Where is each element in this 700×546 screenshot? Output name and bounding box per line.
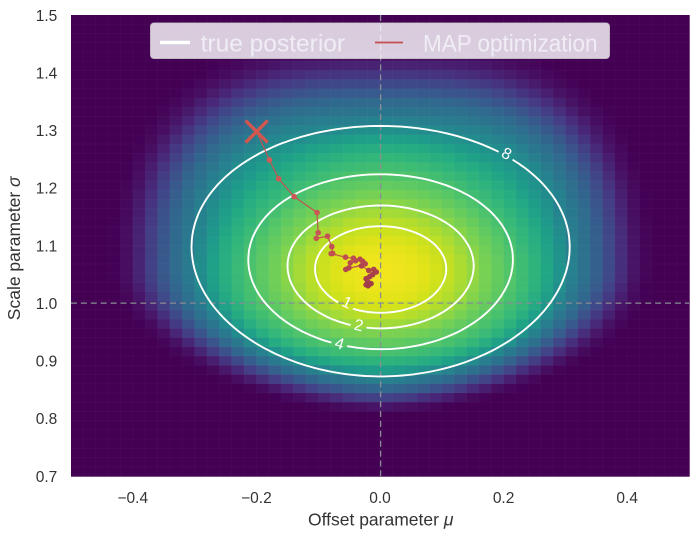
svg-text:−0.2: −0.2 [241,490,272,507]
svg-text:1.4: 1.4 [36,65,58,82]
svg-text:0.0: 0.0 [369,490,391,507]
svg-text:1.5: 1.5 [36,8,58,25]
svg-text:1.2: 1.2 [36,181,58,198]
svg-text:0.4: 0.4 [616,490,638,507]
svg-text:1.3: 1.3 [36,123,58,140]
svg-text:Scale parameter σ: Scale parameter σ [4,175,24,320]
svg-text:1.0: 1.0 [36,296,58,313]
svg-text:0.2: 0.2 [493,490,515,507]
svg-text:2: 2 [352,317,365,336]
svg-text:true posterior: true posterior [201,30,346,57]
svg-text:0.9: 0.9 [36,354,58,371]
svg-text:0.8: 0.8 [36,411,58,428]
svg-text:0.7: 0.7 [36,469,58,486]
svg-text:1.1: 1.1 [36,238,58,255]
svg-text:−0.4: −0.4 [117,490,148,507]
svg-text:MAP optimization: MAP optimization [423,30,598,57]
svg-text:Offset parameter μ: Offset parameter μ [308,510,454,530]
